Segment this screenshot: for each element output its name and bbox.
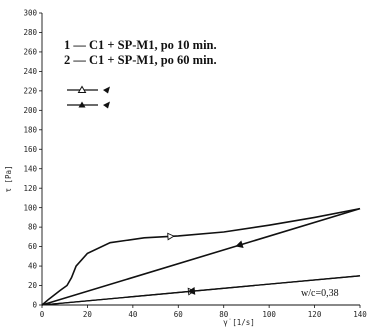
legend-entry-1: 1 — C1 + SP-M1, po 10 min. [64,38,217,52]
x-tick-label: 0 [40,310,45,319]
y-tick-group: 0 20 40 60 80 100 120 140 160 180 200 220 240 260 280 3… [23,9,42,310]
wc-ratio-annotation: w/c=0,38 [301,288,339,299]
open-triangle-marker [77,85,87,93]
x-tick-label: 140 [353,310,367,319]
x-tick-label: 60 [174,310,184,319]
y-tick-label: 140 [23,164,37,173]
x-tick-label: 100 [262,310,276,319]
series-60min-down-arrow [235,240,244,249]
y-tick-label: 100 [23,203,37,212]
y-tick-label: 80 [28,223,38,232]
y-axis-label: τ [Pa] [4,165,13,192]
y-tick-label: 280 [23,28,37,37]
y-tick-label: 180 [23,125,37,134]
x-tick-group: 0 20 40 60 80 100 120 140 [40,305,367,319]
y-tick-label: 200 [23,106,37,115]
y-tick-label: 0 [32,301,37,310]
y-tick-label: 60 [28,242,38,251]
x-tick-label: 20 [83,310,93,319]
curve-group [41,207,361,306]
legend-entry-2: 2 — C1 + SP-M1, po 60 min. [64,53,217,67]
y-tick-label: 220 [23,86,37,95]
arrowhead-marker [103,101,110,109]
y-tick-label: 120 [23,184,37,193]
y-tick-label: 260 [23,48,37,57]
marker-key-open [67,85,110,94]
series-60min-down-curve [41,207,361,306]
series-60min-up-curve [41,207,361,306]
series-10min-down-arrow [187,287,196,295]
y-tick-label: 40 [28,262,38,271]
y-tick-label: 160 [23,145,37,154]
x-tick-label: 40 [128,310,138,319]
y-tick-label: 300 [23,9,37,18]
series-60min-up-arrow [167,232,175,241]
series-10min-down-curve [41,275,361,306]
arrowhead-marker [103,86,110,94]
y-tick-label: 240 [23,67,37,76]
filled-triangle-marker [78,101,86,108]
y-tick-label: 20 [28,281,38,290]
x-tick-label: 80 [219,310,229,319]
marker-key-filled [67,101,110,109]
x-tick-label: 120 [308,310,322,319]
x-axis-label: γ̇ [1/s] [223,318,255,327]
